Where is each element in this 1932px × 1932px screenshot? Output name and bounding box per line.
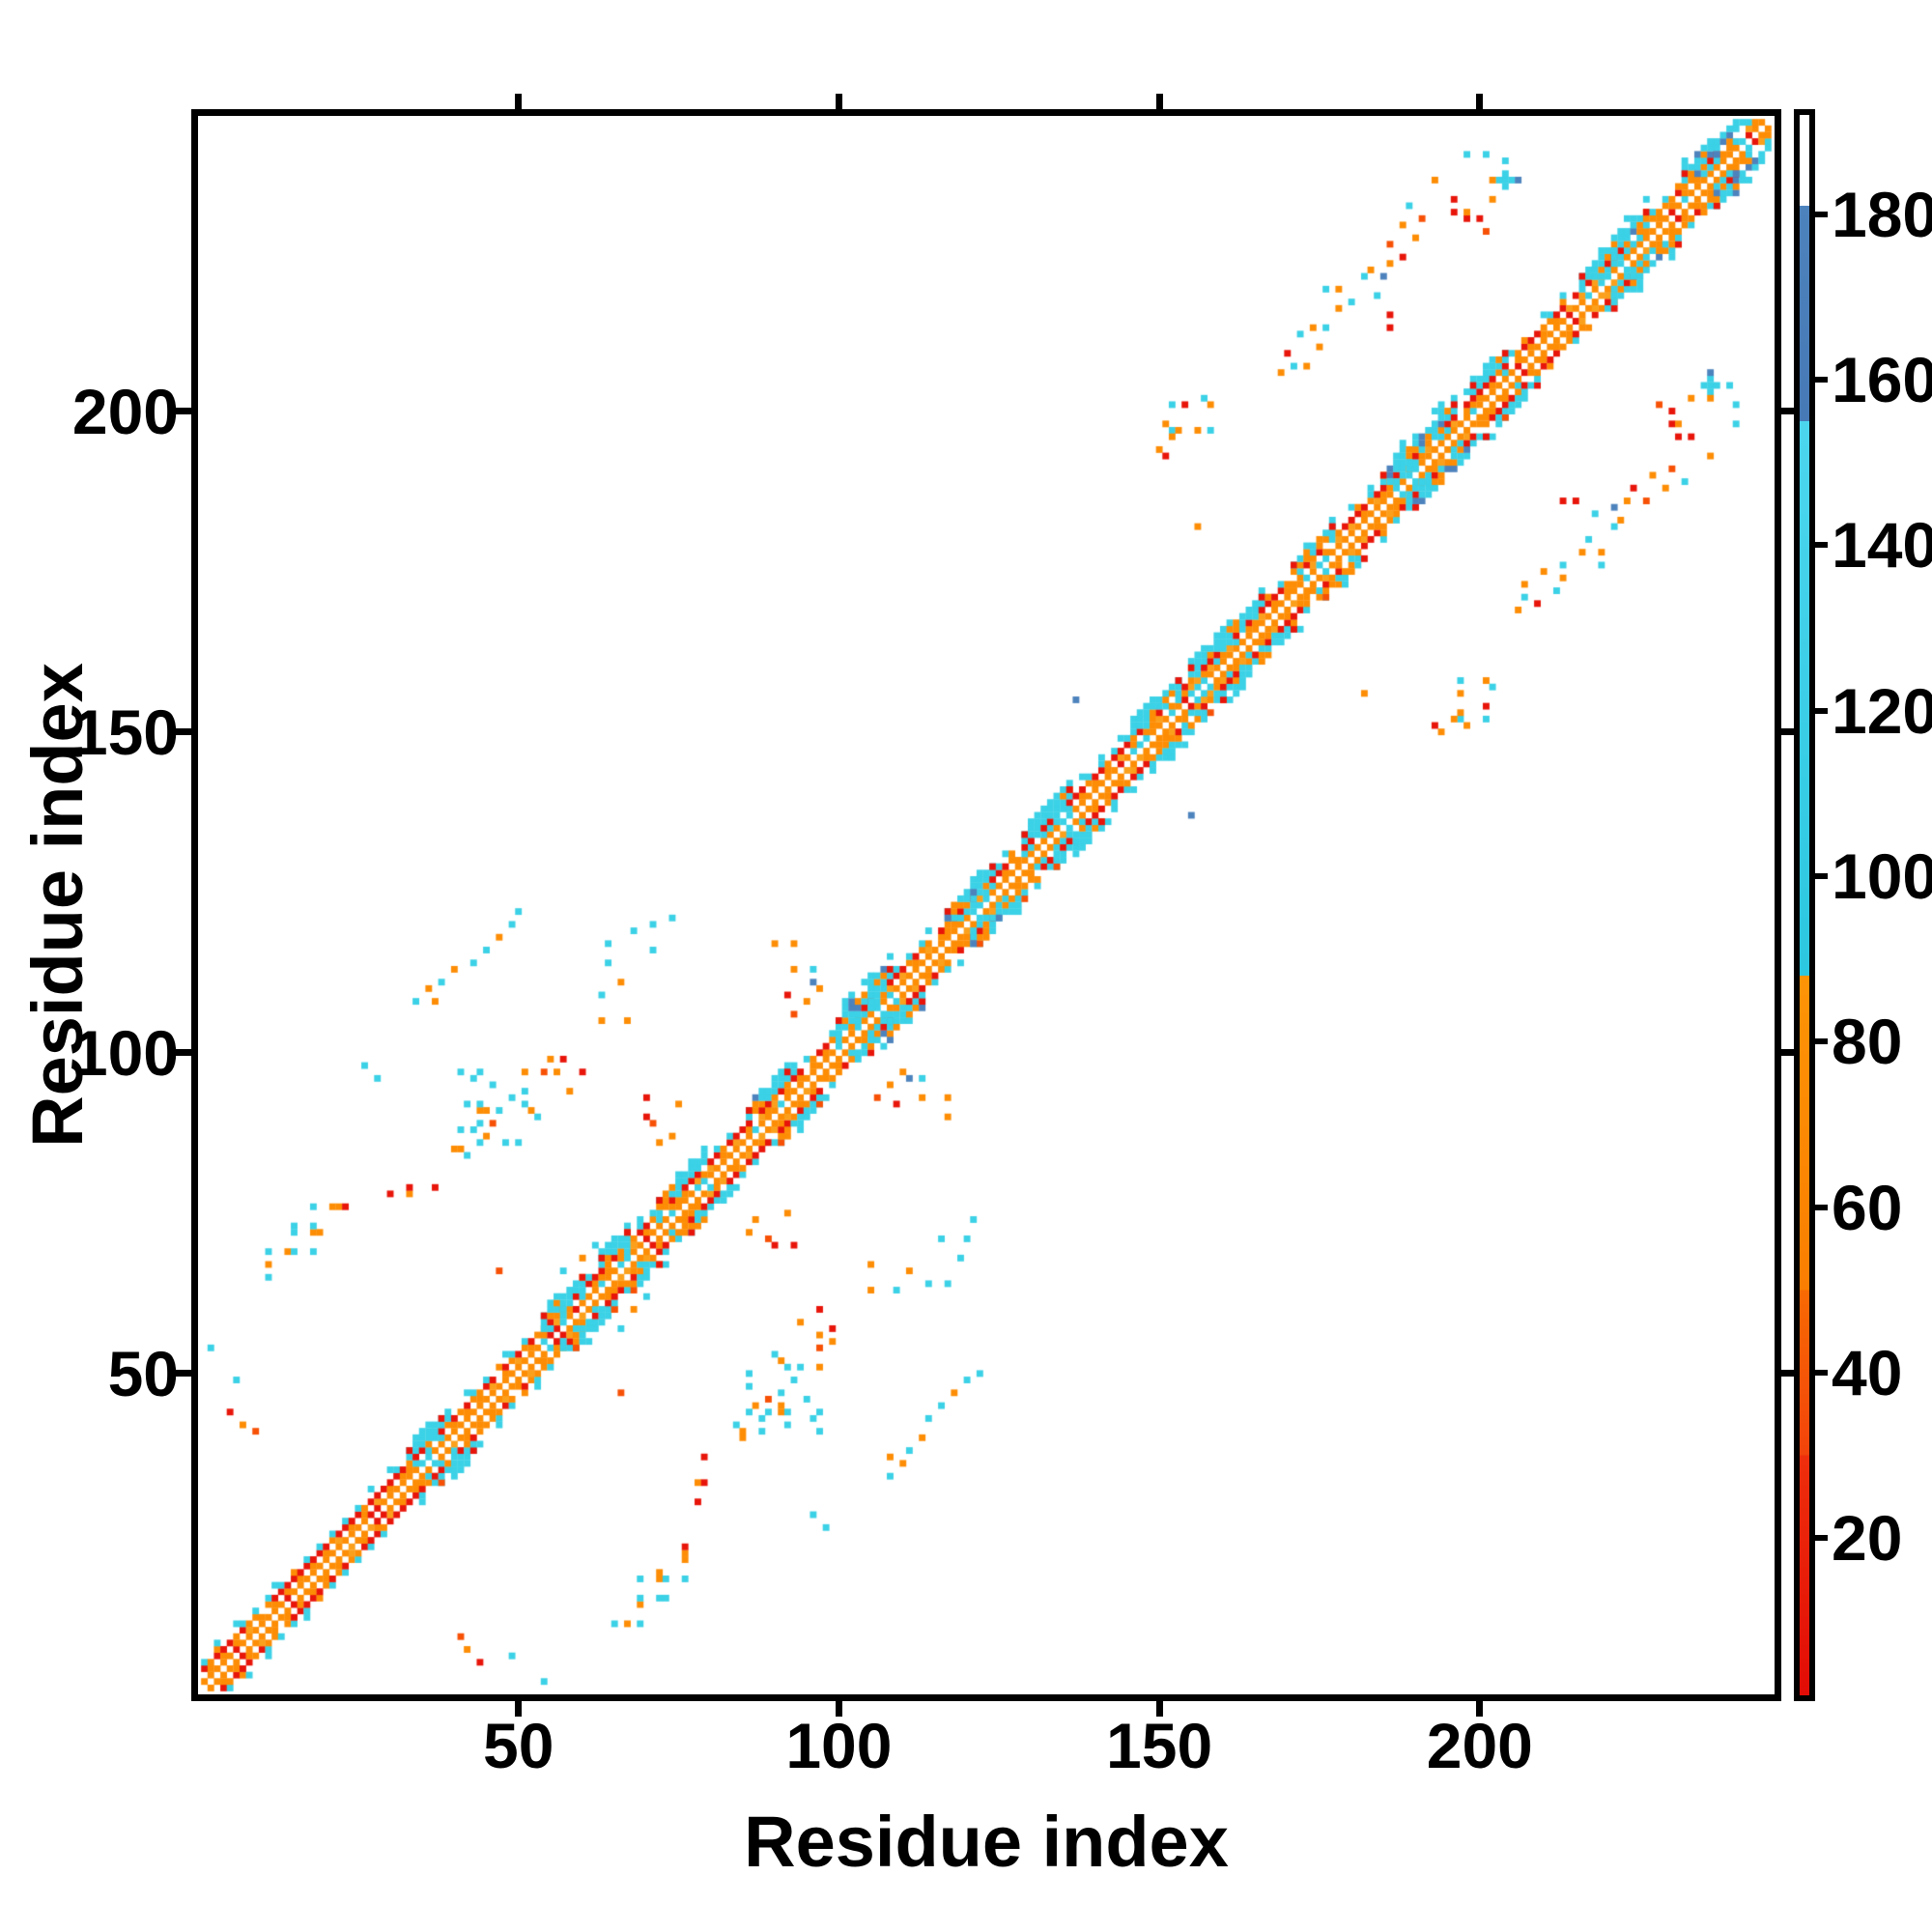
- colorbar-tick-label: 80: [1832, 1006, 1903, 1078]
- x-tick-bottom: [515, 1701, 523, 1717]
- y-tick-left: [176, 1049, 191, 1057]
- colorbar-tick-label: 60: [1832, 1171, 1903, 1243]
- colorbar-tick: [1815, 1535, 1828, 1542]
- y-axis-title: Residue index: [17, 663, 98, 1148]
- y-tick-right: [1781, 1370, 1797, 1378]
- plot-area: [191, 109, 1781, 1701]
- colorbar-tick: [1815, 542, 1828, 549]
- x-axis-title: Residue index: [744, 1802, 1229, 1882]
- colorbar-tick-label: 160: [1832, 344, 1932, 416]
- x-tick-label: 100: [785, 1710, 893, 1781]
- colorbar-tick: [1815, 707, 1828, 714]
- colorbar-gradient: [1800, 115, 1809, 1695]
- contact-map-canvas: [198, 116, 1775, 1694]
- y-tick-label: 100: [71, 1016, 179, 1089]
- x-tick-label: 50: [482, 1710, 554, 1781]
- colorbar: [1794, 109, 1815, 1701]
- x-tick-label: 150: [1106, 1710, 1213, 1781]
- y-tick-left: [176, 1370, 191, 1378]
- colorbar-tick: [1815, 873, 1828, 880]
- colorbar-tick-label: 120: [1832, 674, 1932, 747]
- x-tick-top: [835, 94, 842, 109]
- y-tick-right: [1781, 728, 1797, 736]
- colorbar-tick-label: 20: [1832, 1502, 1903, 1575]
- x-tick-bottom: [1155, 1701, 1163, 1717]
- x-tick-bottom: [835, 1701, 842, 1717]
- colorbar-tick: [1815, 377, 1828, 384]
- colorbar-tick: [1815, 1369, 1828, 1376]
- y-tick-right: [1781, 1049, 1797, 1057]
- x-tick-bottom: [1476, 1701, 1484, 1717]
- colorbar-tick: [1815, 1038, 1828, 1045]
- colorbar-tick-label: 100: [1832, 840, 1932, 913]
- y-tick-label: 50: [107, 1337, 179, 1409]
- x-tick-top: [1155, 94, 1163, 109]
- colorbar-tick-label: 140: [1832, 509, 1932, 582]
- y-tick-label: 200: [71, 375, 179, 447]
- colorbar-tick-label: 180: [1832, 178, 1932, 250]
- colorbar-tick: [1815, 211, 1828, 217]
- x-tick-top: [515, 94, 523, 109]
- colorbar-tick: [1815, 1204, 1828, 1210]
- y-tick-label: 150: [71, 696, 179, 768]
- x-tick-label: 200: [1426, 1710, 1533, 1781]
- y-tick-left: [176, 728, 191, 736]
- colorbar-tick-label: 40: [1832, 1336, 1903, 1408]
- x-tick-top: [1476, 94, 1484, 109]
- y-tick-right: [1781, 408, 1797, 415]
- y-tick-left: [176, 408, 191, 415]
